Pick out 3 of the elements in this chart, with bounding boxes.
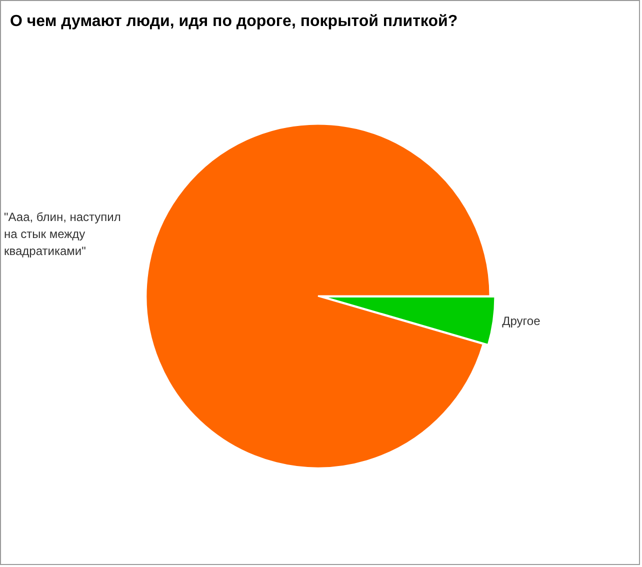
slice-label: Другое bbox=[502, 314, 541, 328]
chart-title: О чем думают люди, идя по дороге, покрытой плиткой? bbox=[10, 13, 458, 30]
slice-label: "Ааа, блин, наступил на стык между квадратиками" bbox=[4, 210, 121, 258]
